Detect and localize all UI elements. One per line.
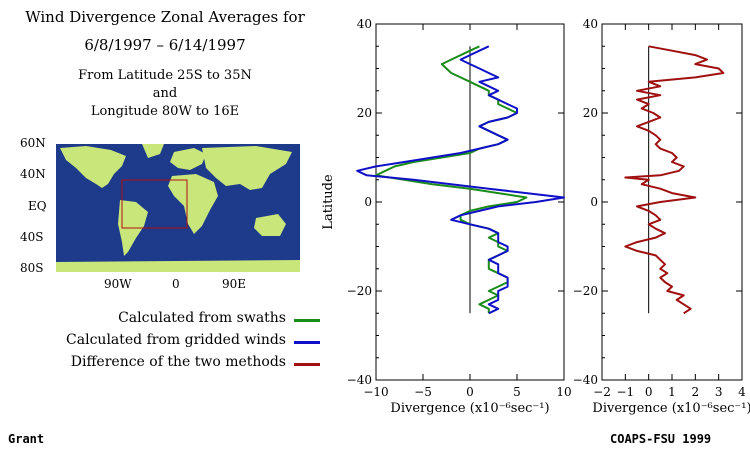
map-lat-label: 40S <box>20 230 44 244</box>
organization-credit: COAPS-FSU 1999 <box>610 432 712 446</box>
date-range: 6/8/1997 – 6/14/1997 <box>84 36 246 54</box>
chart-title: Wind Divergence Zonal Averages for <box>25 8 305 26</box>
map-land-antarctica <box>56 260 300 272</box>
latitude-range: From Latitude 25S to 35N <box>78 68 252 83</box>
y-tick-label: −20 <box>347 284 372 298</box>
map-land-north-america <box>60 146 126 188</box>
x-tick-label: 1 <box>668 385 676 399</box>
x-tick-label: 3 <box>715 385 723 399</box>
legend-swatch-difference <box>294 363 320 366</box>
map-lat-label: 60N <box>20 136 46 150</box>
series-line <box>356 45 565 315</box>
legend-swatch-swaths <box>294 319 320 322</box>
y-tick-label: −20 <box>573 284 598 298</box>
map-lat-label: 40N <box>20 167 46 181</box>
y-tick-label: 40 <box>357 17 372 31</box>
plot-frame <box>601 23 743 381</box>
difference-chart: −40 −20 0 20 40 −2 −1 0 1 2 3 4 Divergence (x10⁻⁶sec… <box>573 17 750 416</box>
map-land-greenland <box>142 144 164 158</box>
y-tick-label: −40 <box>347 373 372 387</box>
legend-label-swaths: Calculated from swaths <box>118 310 286 326</box>
map-land-australia <box>254 214 286 236</box>
x-tick-label: 2 <box>692 385 700 399</box>
y-tick-label: 0 <box>590 195 598 209</box>
map-land-europe <box>170 148 206 170</box>
longitude-range: Longitude 80W to 16E <box>90 104 240 119</box>
legend-label-gridded: Calculated from gridded winds <box>66 332 286 348</box>
legend-swatch-gridded <box>294 341 320 344</box>
title-and: and <box>152 86 178 101</box>
x-tick-label: 5 <box>513 385 521 399</box>
x-axis-label: Divergence (x10⁻⁶sec⁻¹) <box>390 401 549 416</box>
map-lon-label: 0 <box>172 277 180 291</box>
x-axis-label: Divergence (x10⁻⁶sec⁻¹) <box>592 401 750 416</box>
y-axis-label: Latitude <box>321 174 336 230</box>
x-tick-label: 0 <box>466 385 474 399</box>
map-lon-label: 90W <box>104 277 132 291</box>
legend: Calculated from swaths Calculated from g… <box>0 310 322 376</box>
y-tick-label: −40 <box>573 373 598 387</box>
y-tick-label: 20 <box>583 106 598 120</box>
map-lon-label: 90E <box>222 277 247 291</box>
author-credit: Grant <box>8 432 45 446</box>
x-tick-label: 10 <box>556 385 571 399</box>
world-map <box>56 144 300 272</box>
y-tick-label: 20 <box>357 106 372 120</box>
x-tick-label: 0 <box>645 385 653 399</box>
series-line <box>375 45 528 314</box>
x-tick-label: 4 <box>738 385 746 399</box>
map-lat-label: EQ <box>28 199 47 213</box>
map-land-africa <box>168 174 218 234</box>
divergence-chart: −40 −20 0 20 40 −10 −5 0 5 10 Divergence (x10⁻⁶sec… <box>321 17 572 416</box>
study-region-box <box>121 179 188 229</box>
x-tick-label: −2 <box>593 385 611 399</box>
y-tick-label: 0 <box>364 195 372 209</box>
map-lat-label: 80S <box>20 261 44 275</box>
y-tick-label: 40 <box>583 17 598 31</box>
legend-label-difference: Difference of the two methods <box>70 354 286 370</box>
x-tick-label: −1 <box>616 385 634 399</box>
series-line <box>624 45 725 315</box>
map-land-asia <box>202 146 292 190</box>
x-tick-label: −5 <box>414 385 432 399</box>
x-tick-label: −10 <box>363 385 388 399</box>
